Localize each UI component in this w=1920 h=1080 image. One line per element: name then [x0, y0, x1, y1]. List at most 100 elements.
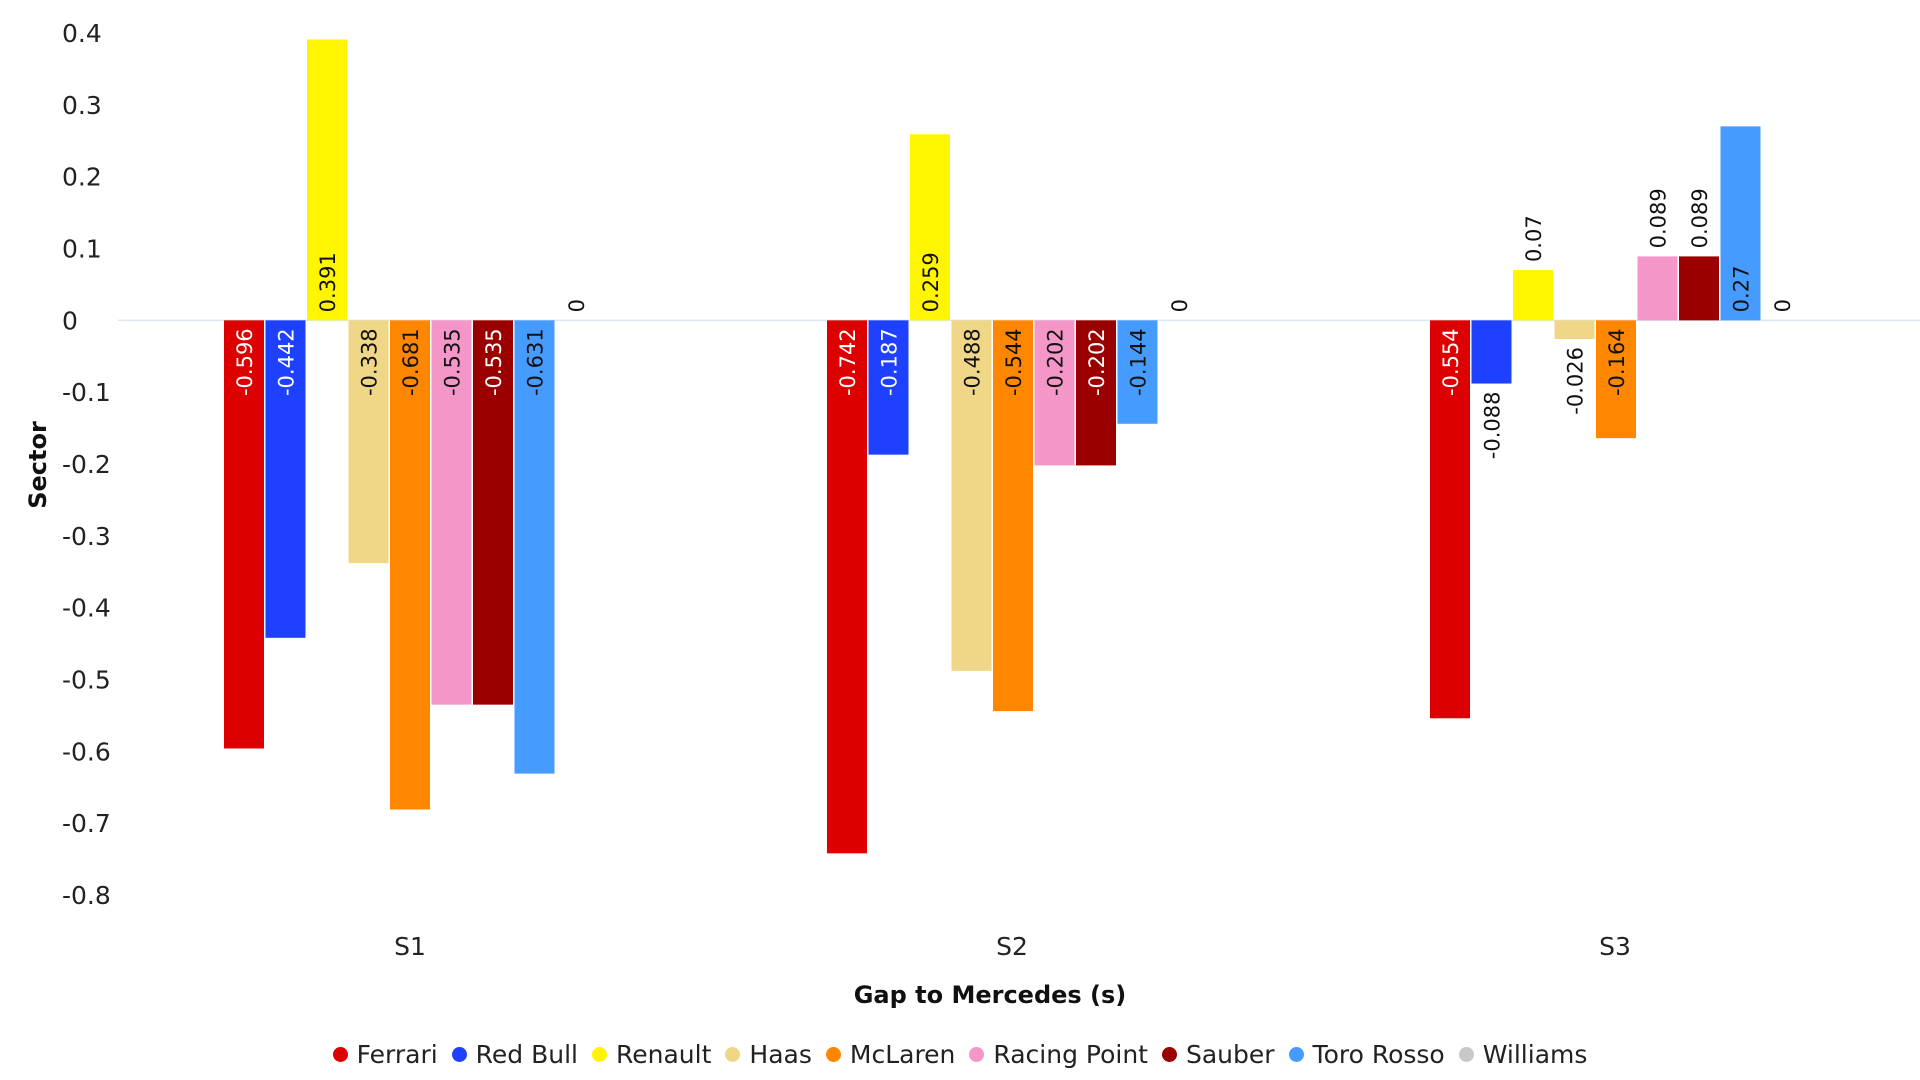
- legend-dot-icon: [725, 1047, 741, 1062]
- bar-toro-rosso-s3: [1720, 126, 1761, 321]
- legend-label: Renault: [616, 1040, 712, 1069]
- data-label: 0.07: [1522, 215, 1546, 262]
- data-label: 0.089: [1647, 188, 1671, 248]
- category-label-s2: S2: [996, 932, 1028, 961]
- legend-dot-icon: [332, 1047, 348, 1062]
- bar-renault-s1: [307, 39, 347, 321]
- bar-toro-rosso-s1: [514, 320, 555, 774]
- bar-haas-s3: [1554, 320, 1595, 340]
- bar-red-bull-s3: [1471, 320, 1512, 384]
- legend-label: Toro Rosso: [1312, 1040, 1445, 1069]
- legend-label: Racing Point: [993, 1040, 1148, 1069]
- data-label: -0.681: [399, 328, 423, 396]
- data-label: -0.742: [836, 328, 860, 396]
- legend-label: Red Bull: [475, 1040, 579, 1069]
- legend-dot-icon: [1161, 1047, 1177, 1062]
- data-label: -0.187: [878, 328, 902, 396]
- y-axis-title: Sector: [24, 421, 52, 509]
- category-label-s3: S3: [1599, 932, 1631, 961]
- legend-item-toro-rosso[interactable]: Toro Rosso: [1288, 1040, 1445, 1069]
- data-label: -0.596: [233, 328, 257, 396]
- category-labels: S1 S2 S3: [394, 932, 1631, 961]
- data-label: -0.144: [1127, 328, 1151, 396]
- bar-sauber-s3: [1679, 256, 1719, 321]
- y-tick-label: -0.7: [62, 809, 111, 838]
- data-label: 0: [565, 299, 589, 312]
- legend-item-racing-point[interactable]: Racing Point: [969, 1040, 1148, 1069]
- data-label: -0.631: [524, 328, 548, 396]
- y-tick-label: 0.4: [62, 19, 102, 48]
- bar-toro-rosso-s2: [1117, 320, 1158, 424]
- data-label: -0.535: [441, 328, 465, 396]
- bar-renault-s2: [910, 134, 950, 321]
- bar-racing-point-s3: [1637, 256, 1678, 321]
- legend-item-ferrari[interactable]: Ferrari: [332, 1040, 438, 1069]
- bar-haas-s2: [951, 320, 992, 671]
- bar-red-bull-s1: [265, 320, 306, 638]
- bar-racing-point-s1: [431, 320, 472, 705]
- bar-mclaren-s2: [993, 320, 1033, 712]
- bar-mclaren-s3: [1596, 320, 1636, 439]
- bar-red-bull-s2: [868, 320, 909, 455]
- bars: [224, 39, 1761, 854]
- data-label: -0.554: [1439, 328, 1463, 396]
- x-axis-title: Gap to Mercedes (s): [854, 981, 1127, 1009]
- y-tick-label: 0.2: [62, 163, 102, 192]
- data-labels: -0.596 -0.442 0.391 -0.338 -0.681 -0.535 -0.53…: [233, 188, 1795, 459]
- legend-label: Williams: [1482, 1040, 1588, 1069]
- data-label: 0.259: [919, 252, 943, 312]
- y-tick-label: 0.3: [62, 91, 102, 120]
- legend-dot-icon: [592, 1047, 608, 1062]
- y-tick-label: -0.2: [62, 450, 111, 479]
- legend-dot-icon: [825, 1047, 841, 1062]
- legend: Ferrari Red Bull Renault Haas McLaren Racing …: [0, 1040, 1920, 1069]
- bar-sauber-s2: [1076, 320, 1116, 466]
- data-label: -0.488: [961, 328, 985, 396]
- legend-item-sauber[interactable]: Sauber: [1161, 1040, 1275, 1069]
- data-label: -0.164: [1605, 328, 1629, 396]
- legend-item-red-bull[interactable]: Red Bull: [451, 1040, 579, 1069]
- legend-label: Ferrari: [356, 1040, 438, 1069]
- data-label: -0.535: [482, 328, 506, 396]
- bar-haas-s1: [348, 320, 389, 564]
- bar-sauber-s1: [473, 320, 513, 705]
- data-label: 0.089: [1688, 188, 1712, 248]
- y-tick-label: -0.1: [62, 378, 111, 407]
- y-tick-label: -0.4: [62, 594, 111, 623]
- legend-item-renault[interactable]: Renault: [592, 1040, 711, 1069]
- y-tick-label: -0.3: [62, 522, 111, 551]
- y-tick-label: 0.1: [62, 235, 102, 264]
- legend-label: Haas: [749, 1040, 812, 1069]
- data-label: -0.202: [1044, 328, 1068, 396]
- legend-label: McLaren: [849, 1040, 956, 1069]
- legend-dot-icon: [969, 1047, 985, 1062]
- bar-ferrari-s1: [224, 320, 264, 749]
- data-label: -0.442: [275, 328, 299, 396]
- legend-item-mclaren[interactable]: McLaren: [825, 1040, 956, 1069]
- legend-label: Sauber: [1185, 1040, 1275, 1069]
- legend-dot-icon: [1458, 1047, 1474, 1062]
- data-label: -0.338: [358, 328, 382, 396]
- data-label: -0.544: [1002, 328, 1026, 396]
- y-tick-label: -0.5: [62, 666, 111, 695]
- legend-dot-icon: [1288, 1047, 1304, 1062]
- y-tick-label: -0.6: [62, 737, 111, 766]
- category-label-s1: S1: [394, 932, 426, 961]
- data-label: 0: [1771, 299, 1795, 312]
- legend-item-haas[interactable]: Haas: [725, 1040, 812, 1069]
- bar-racing-point-s2: [1034, 320, 1075, 466]
- data-label: 0.391: [316, 252, 340, 312]
- y-tick-label: 0: [62, 306, 78, 335]
- data-label: 0.27: [1730, 266, 1754, 313]
- bar-ferrari-s2: [827, 320, 867, 854]
- y-tick-label: -0.8: [62, 881, 111, 910]
- legend-dot-icon: [451, 1047, 467, 1062]
- bar-ferrari-s3: [1430, 320, 1470, 719]
- data-label: -0.026: [1564, 347, 1588, 415]
- bar-mclaren-s1: [390, 320, 430, 810]
- legend-item-williams[interactable]: Williams: [1458, 1040, 1588, 1069]
- data-label: -0.202: [1085, 328, 1109, 396]
- data-label: -0.088: [1481, 392, 1505, 460]
- y-axis-ticks: 0.4 0.3 0.2 0.1 0 -0.1 -0.2 -0.3 -0.4 -0.5 -0.6 -0.…: [62, 19, 111, 910]
